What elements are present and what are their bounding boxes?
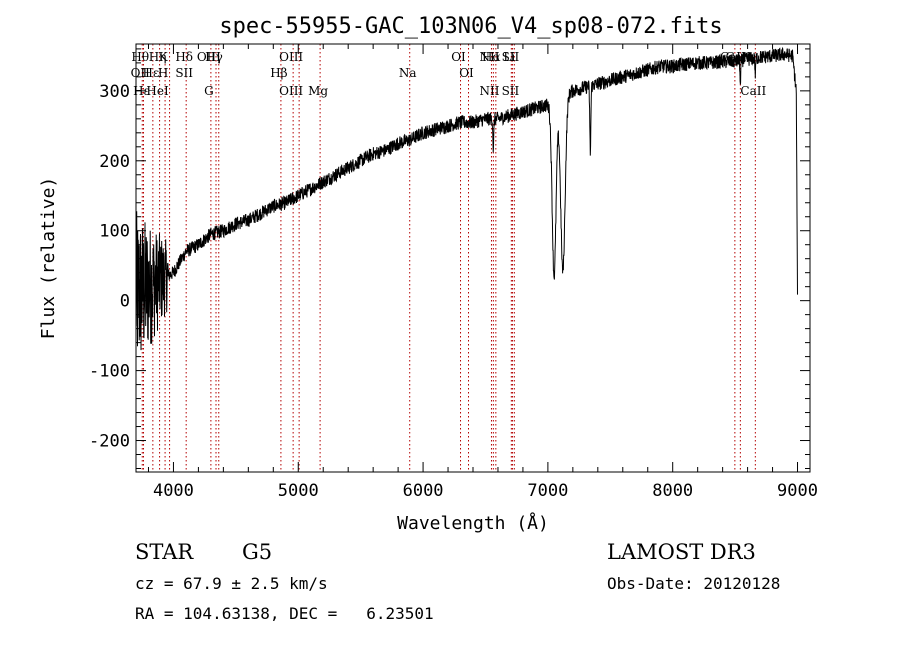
y-tick-label-100: 100 (99, 222, 130, 242)
x-tick-label-4000: 4000 (153, 481, 194, 501)
survey-name: LAMOST DR3 (607, 540, 756, 564)
x-tick-label-6000: 6000 (403, 481, 444, 501)
observation-date: Obs-Date: 20120128 (607, 574, 781, 593)
x-tick-label-5000: 5000 (278, 481, 319, 501)
line-marker-top-label-7: OIII (197, 50, 221, 64)
spectrum-line (135, 46, 798, 351)
ra-dec: RA = 104.63138, DEC = 6.23501 (135, 604, 434, 623)
line-marker-top-label-18: Hα (482, 50, 501, 64)
line-marker-top-label-4: K (159, 50, 169, 64)
line-marker-bottom-label-10: Hβ (270, 66, 287, 80)
line-marker-bottom-label-11: OIII (279, 84, 303, 98)
x-axis-label: Wavelength (Å) (397, 512, 549, 534)
line-marker-top-label-15: OI (451, 50, 466, 64)
line-marker-bottom-label-0: OII (131, 66, 151, 80)
line-marker-bottom-label-7: G (204, 84, 214, 98)
object-subclass: G5 (242, 540, 273, 564)
line-marker-bottom-label-3: HeI (146, 84, 169, 98)
x-tick-label-7000: 7000 (527, 481, 568, 501)
object-class: STAR (135, 540, 194, 564)
y-axis-label: Flux (relative) (38, 177, 59, 340)
line-marker-bottom-label-14: Na (399, 66, 417, 80)
line-marker-bottom-label-25: CaII (740, 84, 766, 98)
line-marker-bottom-label-16: OI (459, 66, 474, 80)
line-marker-bottom-label-13: Mg (308, 84, 328, 98)
y-tick-label-200: 200 (99, 152, 130, 172)
line-marker-top-label-21: SII (502, 50, 520, 64)
y-tick-label--100: -100 (89, 362, 130, 382)
x-tick-label-8000: 8000 (652, 481, 693, 501)
chart-title: spec-55955-GAC_103N06_V4_sp08-072.fits (219, 14, 722, 39)
line-marker-bottom-label-6: SII (175, 66, 193, 80)
line-marker-top-label-17: NII (479, 50, 499, 64)
line-marker-top-label-3: Hη (149, 50, 167, 64)
line-marker-bottom-label-21: SII (502, 84, 520, 98)
plot-frame (135, 43, 811, 473)
line-marker-bottom-label-17: NII (479, 84, 499, 98)
redshift-cz: cz = 67.9 ± 2.5 km/s (135, 574, 328, 593)
line-marker-bottom-label-2: Hε (143, 66, 160, 80)
line-marker-top-label-6: Hδ (175, 50, 193, 64)
line-marker-top-label-11: OIII (279, 50, 303, 64)
line-marker-top-label-8: Hγ (205, 50, 223, 64)
line-marker-bottom-label-4: H (158, 66, 168, 80)
y-tick-label-300: 300 (99, 82, 130, 102)
y-tick-label-0: 0 (120, 292, 130, 312)
x-tick-label-9000: 9000 (777, 481, 818, 501)
y-tick-label--200: -200 (89, 432, 130, 452)
line-marker-top-label-0: Hθ (131, 50, 149, 64)
line-marker-top-label-20: Li (503, 50, 515, 64)
